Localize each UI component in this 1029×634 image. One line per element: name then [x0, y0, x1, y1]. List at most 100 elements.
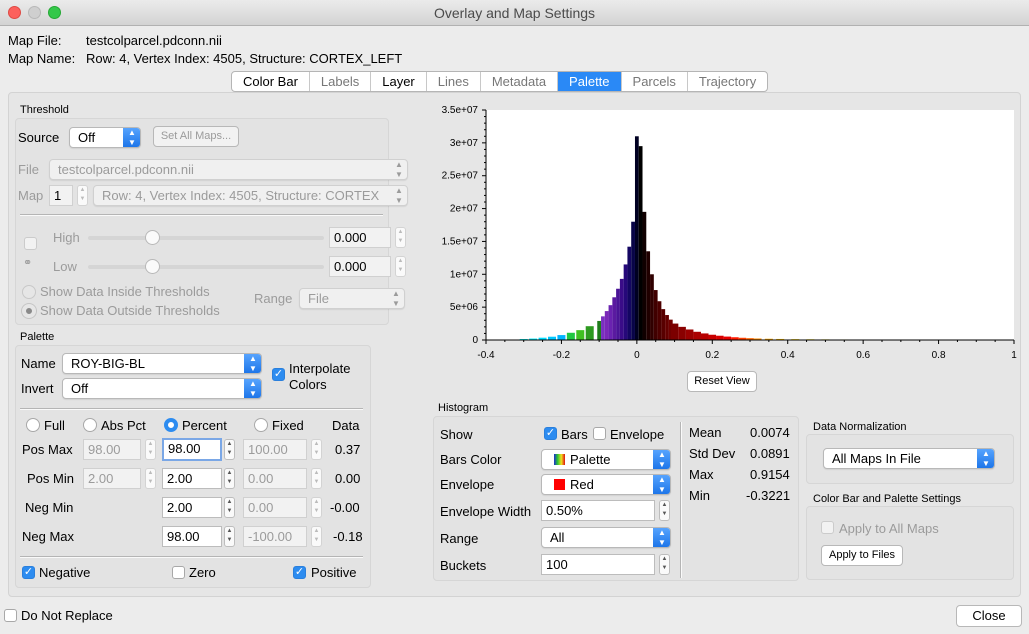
buckets-label: Buckets [440, 558, 487, 573]
source-popup[interactable]: Off ▲ ▼ [69, 127, 141, 148]
pos-min-pct-stepper[interactable]: ▲ ▼ [224, 468, 235, 489]
show-label: Show [440, 427, 473, 442]
neg-min-fixed-stepper[interactable]: ▲ ▼ [311, 497, 322, 518]
interpolate-label-1: Interpolate [289, 361, 351, 376]
neg-min-fixed-field[interactable]: 0.00 [243, 497, 307, 518]
palette-name-popup[interactable]: ROY-BIG-BL ▲ ▼ [62, 353, 262, 374]
low-value-field[interactable]: 0.000 [329, 256, 391, 277]
histogram-group [433, 416, 799, 581]
histogram-bar [642, 211, 647, 340]
neg-max-fixed-field[interactable]: -100.00 [243, 526, 307, 547]
tab-layer[interactable]: Layer [371, 72, 427, 91]
link-icon: ⚭ [23, 257, 33, 269]
pos-max-fixed-stepper[interactable]: ▲ ▼ [311, 439, 322, 460]
negative-checkbox[interactable]: ✓ [22, 566, 35, 579]
pos-min-fixed-stepper[interactable]: ▲ ▼ [311, 468, 322, 489]
buckets-field[interactable]: 100 [541, 554, 655, 575]
tab-color-bar[interactable]: Color Bar [232, 72, 310, 91]
pos-min-abs-stepper[interactable]: ▲ ▼ [145, 468, 156, 489]
set-all-maps-button[interactable]: Set All Maps... [153, 126, 239, 147]
map-index-field[interactable]: 1 [49, 185, 73, 206]
mode-percent-radio[interactable] [164, 418, 178, 432]
histogram-bar [608, 305, 613, 340]
neg-max-data: -0.18 [333, 529, 363, 544]
tab-palette[interactable]: Palette [558, 72, 622, 91]
histogram-bar [631, 221, 635, 340]
bars-color-label: Bars Color [440, 452, 502, 467]
high-value-field[interactable]: 0.000 [329, 227, 391, 248]
pos-max-abs-field[interactable]: 98.00 [83, 439, 141, 460]
invert-popup[interactable]: Off ▲ ▼ [62, 378, 262, 399]
tab-trajectory[interactable]: Trajectory [698, 74, 757, 89]
neg-max-fixed-stepper[interactable]: ▲ ▼ [311, 526, 322, 547]
pos-min-pct-field[interactable]: 2.00 [162, 468, 222, 489]
histogram-bar [776, 338, 785, 340]
envelope-width-stepper[interactable]: ▲ ▼ [659, 500, 670, 521]
pos-max-abs-stepper[interactable]: ▲ ▼ [145, 439, 156, 460]
threshold-link-checkbox[interactable] [24, 237, 37, 250]
mode-fixed-radio[interactable] [254, 418, 268, 432]
histogram-bar [604, 311, 609, 340]
hist-range-label: Range [440, 531, 479, 546]
separator [20, 556, 363, 558]
reset-view-button[interactable]: Reset View [687, 371, 757, 392]
neg-min-pct-stepper[interactable]: ▲ ▼ [224, 497, 235, 518]
neg-max-label: Neg Max [22, 529, 75, 544]
apply-to-files-button[interactable]: Apply to Files [821, 545, 903, 566]
chevron-updown-icon: ▲ ▼ [653, 475, 670, 494]
close-button[interactable]: Close [956, 605, 1022, 627]
apply-all-maps-checkbox[interactable] [821, 521, 834, 534]
do-not-replace-checkbox[interactable] [4, 609, 17, 622]
x-tick-label: -0.4 [477, 350, 495, 361]
envelope-checkbox[interactable] [593, 427, 606, 440]
histogram-bar [678, 326, 686, 340]
pos-max-pct-field[interactable]: 98.00 [162, 438, 222, 461]
map-index-stepper[interactable]: ▲ ▼ [77, 185, 88, 206]
normalization-popup[interactable]: All Maps In File ▲ ▼ [823, 448, 995, 469]
chevron-updown-icon: ▲ ▼ [653, 528, 670, 547]
tab-parcels[interactable]: Parcels [622, 72, 688, 91]
neg-min-pct-field[interactable]: 2.00 [162, 497, 222, 518]
x-tick-label: 0.6 [856, 350, 870, 361]
tab-metadata[interactable]: Metadata [481, 72, 559, 91]
minimize-window-button[interactable] [28, 6, 41, 19]
neg-max-pct-stepper[interactable]: ▲ ▼ [224, 526, 235, 547]
buckets-stepper[interactable]: ▲ ▼ [659, 554, 670, 575]
high-slider-knob[interactable] [145, 230, 160, 245]
bars-checkbox[interactable]: ✓ [544, 427, 557, 440]
low-stepper[interactable]: ▲ ▼ [395, 256, 406, 277]
show-outside-radio[interactable] [22, 304, 36, 318]
tab-lines[interactable]: Lines [427, 72, 481, 91]
neg-max-pct-field[interactable]: 98.00 [162, 526, 222, 547]
map-popup[interactable]: Row: 4, Vertex Index: 4505, Structure: C… [93, 185, 408, 206]
show-inside-radio[interactable] [22, 285, 36, 299]
close-window-button[interactable] [8, 6, 21, 19]
hist-range-popup[interactable]: All ▲ ▼ [541, 527, 671, 548]
pos-min-fixed-field[interactable]: 0.00 [243, 468, 307, 489]
cbp-settings-group [806, 506, 1014, 580]
pos-max-pct-stepper[interactable]: ▲ ▼ [224, 439, 235, 460]
interpolate-colors-checkbox[interactable]: ✓ [272, 368, 285, 381]
mode-full-radio[interactable] [26, 418, 40, 432]
low-slider-knob[interactable] [145, 259, 160, 274]
histogram-chart[interactable]: 0 5e+06 1e+07 1.5e+07 2e+07 2.5e+07 3e+07 3.5e+… [420, 100, 1020, 375]
positive-checkbox[interactable]: ✓ [293, 566, 306, 579]
mode-percent-label: Percent [182, 418, 227, 433]
mode-abs-pct-radio[interactable] [83, 418, 97, 432]
file-popup[interactable]: testcolparcel.pdconn.nii ▲ ▼ [49, 159, 408, 180]
envelope-color-popup[interactable]: Red ▲ ▼ [541, 474, 671, 495]
show-inside-label: Show Data Inside Thresholds [40, 284, 210, 299]
high-stepper[interactable]: ▲ ▼ [395, 227, 406, 248]
file-label: File [18, 162, 39, 177]
threshold-range-popup[interactable]: File ▲ ▼ [299, 288, 405, 309]
envelope-width-field[interactable]: 0.50% [541, 500, 655, 521]
histogram-bar [716, 335, 724, 340]
high-slider-track [88, 236, 324, 240]
pos-max-fixed-field[interactable]: 100.00 [243, 439, 307, 460]
histogram-bar [693, 331, 701, 340]
zoom-window-button[interactable] [48, 6, 61, 19]
tab-labels[interactable]: Labels [310, 72, 372, 91]
pos-min-abs-field[interactable]: 2.00 [83, 468, 141, 489]
zero-checkbox[interactable] [172, 566, 185, 579]
bars-color-popup[interactable]: Palette ▲ ▼ [541, 449, 671, 470]
